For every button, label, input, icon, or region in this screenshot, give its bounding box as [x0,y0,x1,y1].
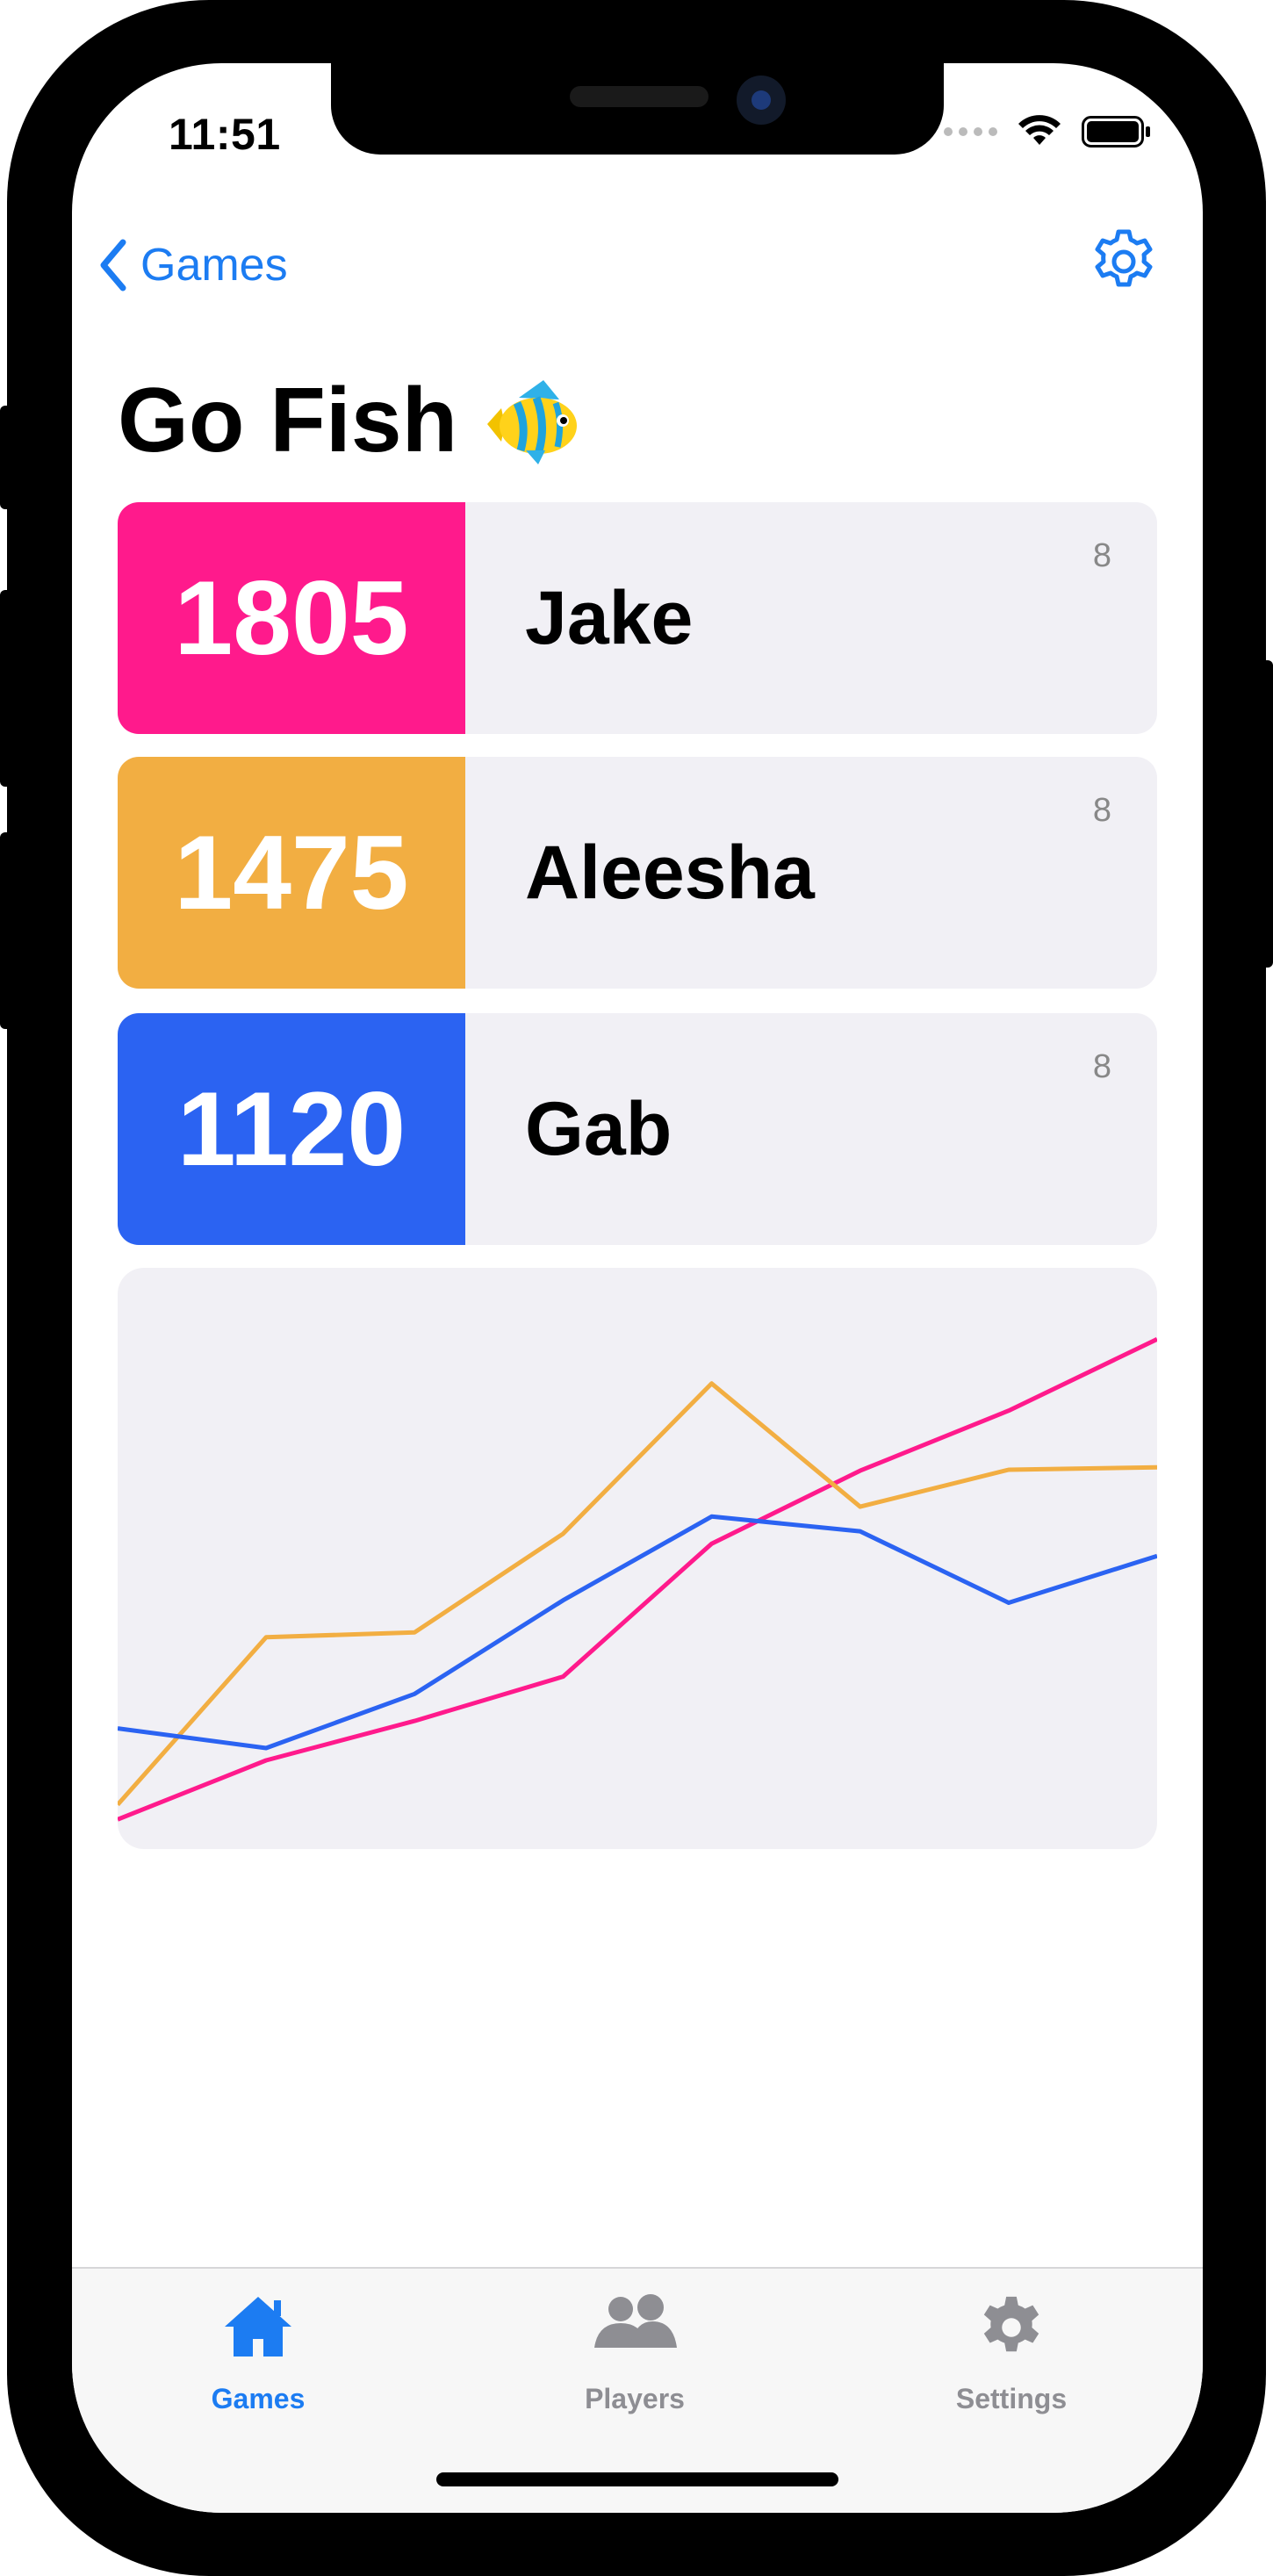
cellular-signal-icon [944,127,997,136]
page-title: Go Fish [118,369,587,473]
page-title-text: Go Fish [118,370,458,471]
chart-svg [118,1337,1157,1822]
player-name: Jake [525,575,694,660]
player-name: Aleesha [525,830,815,915]
tab-players[interactable]: Players [547,2269,723,2444]
gear-icon [983,2296,1039,2352]
player-games-count: 8 [1092,792,1111,829]
mute-switch [0,406,12,509]
chevron-left-icon [100,239,126,291]
series-line-gab [118,1514,1157,1751]
player-row-jake[interactable]: 1805 Jake 8 [118,502,1157,734]
back-button[interactable]: Games [97,230,288,300]
tab-games[interactable]: Games [170,2269,346,2444]
tab-settings[interactable]: Settings [924,2269,1099,2444]
player-games-count: 8 [1092,1048,1111,1085]
people-icon [594,2294,677,2348]
status-icons [944,114,1152,149]
series-line-jake [118,1337,1157,1822]
tab-label: Players [585,2383,685,2414]
player-score: 1805 [174,559,409,677]
player-score: 1120 [176,1070,406,1188]
notch [331,63,944,155]
score-history-chart [118,1268,1157,1849]
player-row-aleesha[interactable]: 1475 Aleesha 8 [118,757,1157,989]
speaker [570,86,708,107]
back-button-label: Games [140,240,288,291]
player-row-gab[interactable]: 1120 Gab 8 [118,1013,1157,1245]
status-time: 11:51 [169,110,281,159]
player-score: 1475 [174,814,409,932]
volume-down-button [0,832,12,1029]
settings-button[interactable] [1089,227,1159,297]
power-button [1261,660,1273,968]
wifi-icon [1018,115,1061,145]
score-block: 1120 [118,1013,465,1245]
front-camera [737,76,786,125]
tropical-fish-icon [487,379,578,464]
volume-up-button [0,590,12,787]
score-block: 1805 [118,502,465,734]
tab-label: Games [211,2383,306,2414]
score-block: 1475 [118,757,465,989]
player-games-count: 8 [1092,537,1111,574]
screen: 11:51 Games Go Fish [72,63,1203,2513]
tab-label: Settings [955,2383,1068,2414]
series-line-aleesha [118,1381,1157,1807]
home-indicator [436,2472,838,2486]
gear-icon [1095,229,1153,287]
battery-icon [1082,116,1150,148]
player-name: Gab [525,1086,672,1171]
tab-bar: Games Players Settings [72,2267,1203,2513]
house-icon [225,2297,291,2357]
